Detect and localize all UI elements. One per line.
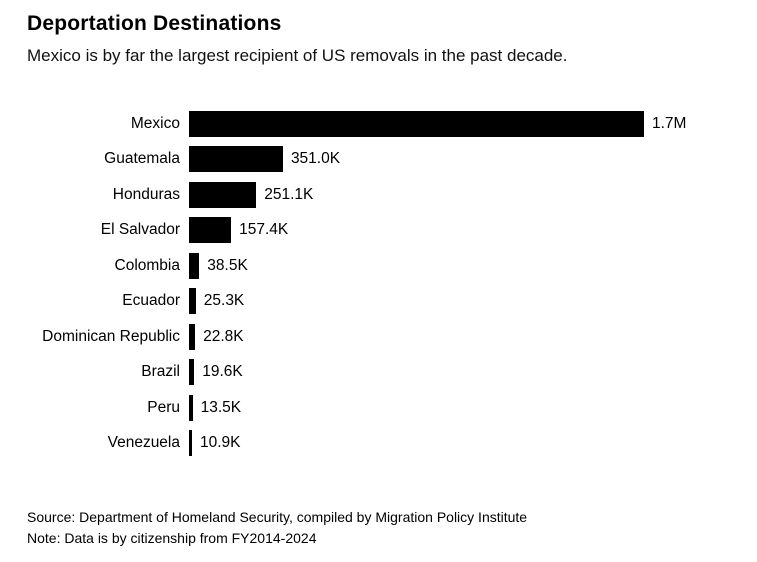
- category-label: Honduras: [112, 185, 180, 203]
- category-label: Guatemala: [104, 150, 180, 168]
- value-label: 1.7M: [652, 114, 687, 132]
- value-label: 351.0K: [290, 150, 341, 168]
- value-label: 10.9K: [200, 434, 241, 452]
- chart-row: Honduras 251.1K: [27, 177, 730, 213]
- bar-area: 1.7M: [189, 106, 730, 142]
- chart-footer: Source: Department of Homeland Security,…: [27, 507, 527, 548]
- chart-row: Brazil 19.6K: [27, 355, 730, 391]
- bar: [189, 110, 644, 137]
- bar-area: 22.8K: [189, 319, 730, 355]
- value-label: 22.8K: [203, 327, 244, 345]
- bar-chart: Mexico 1.7M Guatemala 351.0K Honduras 251.1K E…: [27, 106, 730, 461]
- bar-area: 25.3K: [189, 284, 730, 320]
- chart-row: Mexico 1.7M: [27, 106, 730, 142]
- bar-area: 157.4K: [189, 213, 730, 249]
- value-label: 251.1K: [264, 185, 314, 203]
- value-label: 19.6K: [202, 363, 243, 381]
- category-label: Colombia: [114, 256, 180, 274]
- value-label: 13.5K: [200, 398, 242, 416]
- chart-row: El Salvador 157.4K: [27, 213, 730, 249]
- bar-area: 13.5K: [189, 390, 730, 426]
- chart-row: Peru 13.5K: [27, 390, 730, 426]
- chart-row: Venezuela 10.9K: [27, 426, 730, 462]
- chart-row: Dominican Republic 22.8K: [27, 319, 730, 355]
- bar: [189, 323, 196, 350]
- value-label: 157.4K: [239, 221, 289, 239]
- data-note: Note: Data is by citizenship from FY2014…: [27, 529, 317, 546]
- bar-area: 10.9K: [189, 426, 730, 462]
- value-label: 25.3K: [203, 292, 245, 310]
- chart-title: Deportation Destinations: [27, 12, 282, 35]
- category-label: Ecuador: [122, 292, 180, 310]
- category-label: Brazil: [141, 363, 180, 381]
- bar-area: 38.5K: [189, 248, 730, 284]
- chart-subtitle: Mexico is by far the largest recipient o…: [27, 46, 568, 65]
- chart-row: Colombia 38.5K: [27, 248, 730, 284]
- category-label: Mexico: [130, 114, 180, 132]
- bar: [189, 252, 200, 279]
- bar: [189, 181, 257, 208]
- bar: [189, 146, 283, 173]
- category-label: El Salvador: [100, 221, 180, 239]
- bar: [189, 394, 193, 421]
- source-note: Source: Department of Homeland Security,…: [27, 509, 528, 526]
- bar: [189, 288, 196, 315]
- category-label: Dominican Republic: [42, 327, 180, 345]
- chart-row: Ecuador 25.3K: [27, 284, 730, 320]
- value-label: 38.5K: [207, 256, 248, 274]
- bar: [189, 217, 232, 244]
- bar: [189, 359, 195, 386]
- bar-area: 351.0K: [189, 142, 730, 178]
- chart-row: Guatemala 351.0K: [27, 142, 730, 178]
- bar: [189, 430, 192, 457]
- category-label: Peru: [147, 398, 180, 416]
- bar-area: 19.6K: [189, 355, 730, 391]
- category-label: Venezuela: [107, 434, 180, 452]
- bar-area: 251.1K: [189, 177, 730, 213]
